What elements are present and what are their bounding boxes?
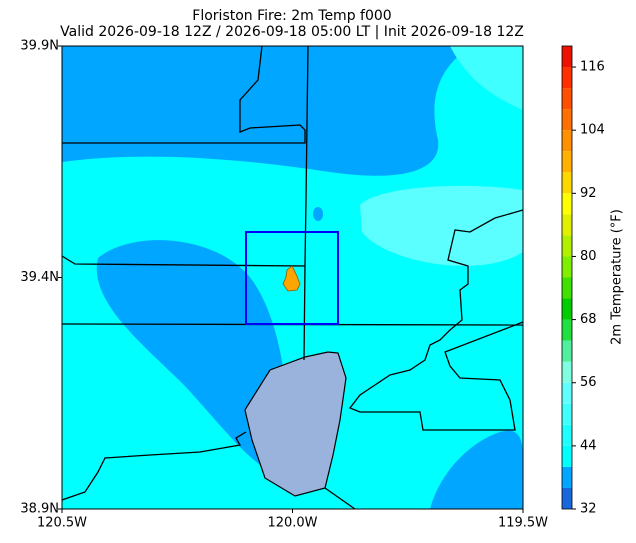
border [324,487,356,509]
colorbar-tick-label: 44 [580,438,597,453]
colorbar-band [562,46,572,68]
colorbar-band [562,340,572,362]
colorbar-band [562,277,572,299]
colorbar-band [562,88,572,110]
colorbar-band [562,298,572,320]
colorbar-band [562,403,572,425]
border [62,46,306,144]
subtitle: Valid 2026-09-18 12Z / 2026-09-18 05:00 … [60,24,524,40]
colorbar-band [562,151,572,173]
border [62,255,306,267]
colorbar-band [562,319,572,341]
colorbar-band [562,172,572,194]
colorbar-band [562,67,572,89]
colorbar-band [562,445,572,467]
contour [430,430,523,509]
colorbar-band [562,235,572,257]
title: Floriston Fire: 2m Temp f000 [192,8,391,24]
border [348,209,523,431]
y-tick-label: 39.9N [20,39,59,54]
colorbar-band [562,487,572,509]
colorbar-band [562,466,572,488]
colorbar-tick-label: 116 [580,60,605,75]
contour [313,207,323,221]
x-tick-label: 119.5W [498,516,548,531]
colorbar-tick-label: 80 [580,249,597,264]
fire-area-box [245,231,339,325]
y-tick-label: 39.4N [20,270,59,285]
colorbar-band [562,424,572,446]
x-tick-label: 120.0W [267,516,317,531]
colorbar-band [562,256,572,278]
colorbar-band [562,214,572,236]
colorbar-tick-label: 92 [580,186,597,201]
colorbar-tick-label: 56 [580,375,597,390]
fire-perimeter [282,265,301,292]
contour [450,46,523,110]
colorbar-band [562,109,572,131]
map [62,46,523,509]
colorbar-tick-label: 68 [580,312,597,327]
colorbar-band [562,193,572,215]
colorbar-band [562,382,572,404]
colorbar-band [562,361,572,383]
lake [244,351,347,497]
colorbar-label: 2m Temperature (°F) [610,209,625,345]
contour [360,185,523,266]
contour [96,240,288,474]
colorbar-tick-label: 104 [580,123,605,138]
colorbar-tick-label: 32 [580,502,597,517]
colorbar-band [562,130,572,152]
contour [62,46,472,176]
colorbar-frame [561,45,573,510]
x-tick-label: 120.5W [37,516,87,531]
border [62,431,247,501]
y-tick-label: 38.9N [20,502,59,517]
